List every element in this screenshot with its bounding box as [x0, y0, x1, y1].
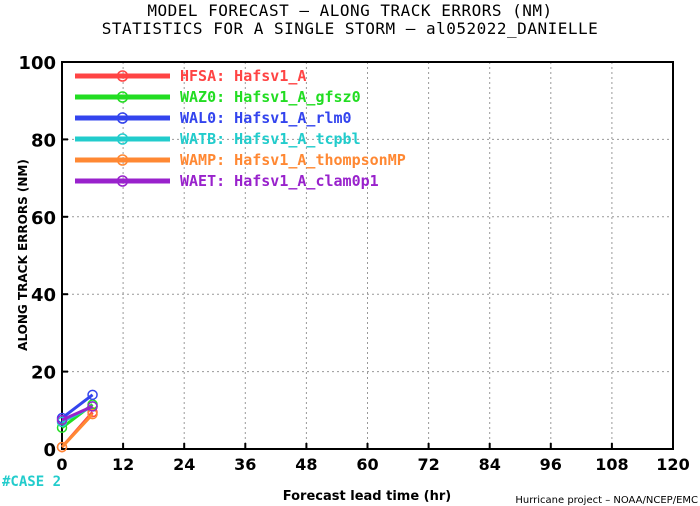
x-tick-label: 0	[56, 455, 67, 474]
x-tick-label: 60	[356, 455, 378, 474]
x-tick-label: 12	[112, 455, 134, 474]
legend-marker-1	[116, 91, 129, 103]
x-tick-label: 24	[173, 455, 195, 474]
case-count-label: #CASE 2	[2, 474, 61, 490]
legend: HFSA: Hafsv1_A WAZ0: Hafsv1_A_gfsz0 WAL0: …	[75, 67, 406, 190]
legend-marker-0	[116, 70, 129, 82]
y-tick-label: 40	[31, 285, 56, 306]
y-axis-ticks: 0 20 40 60 80 100	[18, 53, 68, 461]
legend-label-0: HFSA: Hafsv1_A	[180, 67, 306, 85]
series-point-4	[56, 441, 68, 453]
x-tick-label: 84	[479, 455, 501, 474]
series-lines	[56, 389, 98, 453]
legend-label-1: WAZ0: Hafsv1_A_gfsz0	[180, 88, 361, 106]
series-line-2	[61, 393, 94, 420]
legend-label-4: WAMP: Hafsv1_A_thompsonMP	[180, 151, 406, 169]
series-point-5	[87, 401, 98, 412]
chart-title-line1: MODEL FORECAST – ALONG TRACK ERRORS (NM)	[147, 1, 553, 20]
x-tick-label: 72	[417, 455, 439, 474]
y-tick-label: 0	[43, 440, 56, 461]
credit-text: Hurricane project – NOAA/NCEP/EMC	[515, 495, 698, 506]
x-tick-label: 108	[595, 455, 628, 474]
y-tick-label: 60	[31, 208, 56, 229]
legend-label-3: WATB: Hafsv1_A_tcpbl	[180, 130, 361, 148]
x-tick-label: 120	[656, 455, 689, 474]
series-line-4	[60, 413, 94, 449]
y-tick-label: 80	[31, 130, 56, 151]
legend-marker-5	[116, 175, 129, 187]
series-point-5	[56, 414, 68, 426]
chart-title-line2: STATISTICS FOR A SINGLE STORM – al052022…	[101, 19, 599, 38]
legend-marker-3	[116, 133, 129, 145]
x-tick-label: 48	[295, 455, 317, 474]
x-axis-ticks: 0 12 24 36 48 60 72 84 96 108 120	[56, 443, 690, 474]
legend-label-5: WAET: Hafsv1_A_clam0p1	[180, 172, 379, 190]
series-line-5	[61, 405, 94, 422]
x-axis-label: Forecast lead time (hr)	[283, 489, 451, 504]
legend-label-2: WAL0: Hafsv1_A_rlm0	[180, 109, 352, 127]
y-tick-label: 100	[18, 53, 56, 74]
y-axis-label: ALONG TRACK ERRORS (NM)	[16, 159, 30, 351]
legend-marker-4	[116, 154, 129, 166]
x-tick-label: 36	[234, 455, 256, 474]
y-tick-label: 20	[31, 363, 56, 384]
series-point-2	[87, 389, 98, 401]
legend-marker-2	[116, 112, 129, 124]
x-tick-label: 96	[540, 455, 562, 474]
series-point-4	[87, 408, 98, 420]
